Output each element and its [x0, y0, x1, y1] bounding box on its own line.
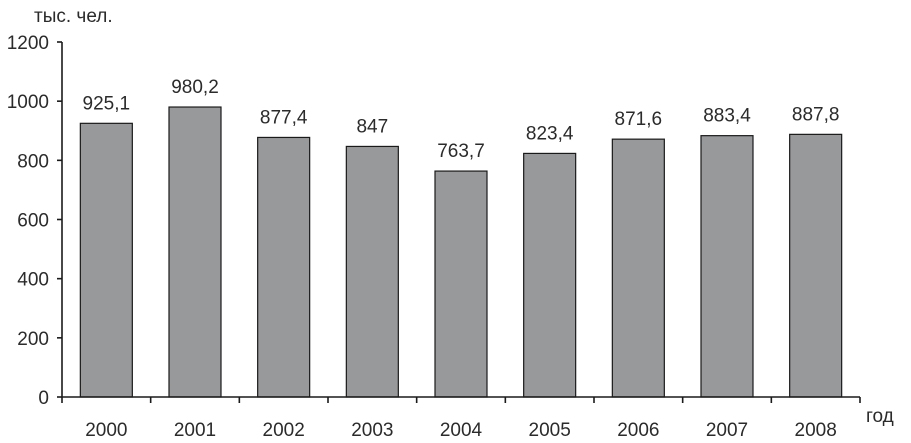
y-tick-label: 600	[17, 211, 49, 232]
x-tick-label-2001: 2001	[174, 420, 216, 441]
data-label-2007: 883,4	[703, 106, 751, 127]
y-ticks-group: 0 200 400 600 800 1000 1200	[7, 33, 62, 409]
data-label-2002: 877,4	[260, 107, 308, 128]
y-tick-label: 200	[17, 329, 49, 350]
bar-2006	[611, 138, 665, 398]
data-label-2006: 871,6	[615, 109, 663, 130]
x-tick-label-2000: 2000	[85, 420, 127, 441]
bar-2004	[434, 170, 488, 398]
x-tick-label-2004: 2004	[440, 420, 483, 441]
bars-group	[79, 106, 843, 398]
x-tick-label-2008: 2008	[795, 420, 837, 441]
bar-2000	[79, 122, 133, 398]
x-tick-label-2005: 2005	[529, 420, 571, 441]
bar-2008	[789, 133, 843, 398]
y-tick-label: 1000	[7, 92, 49, 113]
data-label-2005: 823,4	[526, 123, 574, 144]
x-ticks-group: 2000 2001 2002 2003 2004 2005 2006 2007 2008	[61, 397, 861, 441]
bar-2005	[523, 152, 577, 398]
data-label-2003: 847	[356, 116, 388, 137]
x-tick-label-2007: 2007	[706, 420, 748, 441]
data-label-2008: 887,8	[792, 104, 840, 125]
bar-2002	[257, 136, 311, 398]
y-tick-label: 400	[17, 270, 49, 291]
x-tick-label-2002: 2002	[263, 420, 305, 441]
bar-2001	[168, 106, 222, 398]
bar-2003	[345, 145, 399, 398]
data-labels-group: 925,1 980,2 877,4 847 763,7 823,4 871,6 883,4 88…	[83, 77, 840, 162]
data-label-2001: 980,2	[171, 77, 219, 98]
data-label-2004: 763,7	[437, 141, 485, 162]
y-axis-title: тыс. чел.	[34, 6, 113, 27]
data-label-2000: 925,1	[83, 93, 131, 114]
bar-2007	[700, 135, 754, 398]
x-tick-label-2003: 2003	[351, 420, 393, 441]
y-tick-label: 1200	[7, 33, 49, 54]
y-tick-label: 0	[38, 388, 49, 409]
y-tick-label: 800	[17, 151, 49, 172]
x-tick-label-2006: 2006	[617, 420, 659, 441]
x-axis-title: год	[866, 406, 894, 427]
